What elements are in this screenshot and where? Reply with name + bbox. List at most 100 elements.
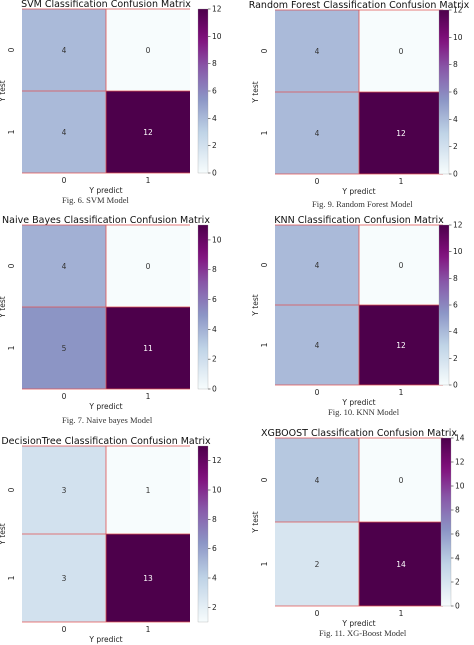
cell-value-label: 0 [399, 261, 404, 270]
cell-value-label: 3 [62, 486, 67, 495]
cell-value-label: 2 [315, 560, 320, 569]
cell-value-label: 4 [315, 47, 320, 56]
heatmap-svg: XGBOOST Classification Confusion Matrix 4… [251, 428, 465, 628]
y-tick-label: 0 [260, 477, 269, 482]
y-axis-label: Y test [251, 81, 260, 103]
caption-random-forest: Fig. 9. Random Forest Model [312, 199, 413, 209]
colorbar-tick-label: 8 [212, 515, 217, 524]
knn-confusion-matrix: KNN Classification Confusion Matrix 4 0 4 12… [247, 215, 474, 407]
heatmap-cell [22, 446, 106, 534]
heatmap-cell [22, 225, 106, 307]
colorbar-tick-label: 2 [212, 603, 217, 612]
heatmap-cell [106, 9, 190, 91]
x-tick-label: 1 [146, 392, 151, 401]
cell-value-label: 3 [62, 574, 67, 583]
chart-title: XGBOOST Classification Confusion Matrix [261, 428, 457, 439]
x-axis-label: Y predict [88, 635, 122, 644]
cell-value-label: 14 [396, 560, 406, 569]
cell-value-label: 0 [146, 262, 151, 271]
colorbar-tick-label: 0 [455, 602, 460, 611]
y-tick-label: 0 [7, 263, 16, 268]
x-axis-label: Y predict [88, 186, 122, 195]
colorbar-tick-label: 8 [212, 59, 217, 68]
caption-svm: Fig. 6. SVM Model [62, 195, 129, 205]
heatmap-cell [106, 225, 190, 307]
y-tick-label: 0 [7, 47, 16, 52]
x-tick-label: 1 [399, 388, 404, 397]
colorbar-tick-label: 2 [212, 141, 217, 150]
colorbar [197, 224, 209, 390]
colorbar-tick-label: 0 [212, 169, 217, 178]
heatmap-cell [22, 534, 106, 622]
chart-title: DecisionTree Classification Confusion Ma… [1, 436, 211, 447]
colorbar-tick-label: 6 [453, 88, 458, 97]
colorbar-tick-label: 14 [455, 434, 465, 443]
cell-value-label: 0 [399, 47, 404, 56]
colorbar-tick-label: 10 [453, 33, 463, 42]
colorbar-tick-label: 8 [212, 265, 217, 274]
cell-value-label: 11 [143, 344, 153, 353]
colorbar-tick-label: 6 [212, 87, 217, 96]
colorbar [197, 445, 209, 623]
y-axis-label: Y test [251, 294, 260, 316]
colorbar-tick-label: 4 [212, 574, 217, 583]
xgboost-confusion-matrix: XGBOOST Classification Confusion Matrix 4… [247, 428, 474, 628]
cell-value-label: 4 [315, 341, 320, 350]
colorbar-tick-label: 12 [212, 456, 222, 465]
cell-value-label: 12 [396, 341, 406, 350]
colorbar-tick-label: 0 [453, 170, 458, 179]
x-tick-label: 1 [399, 177, 404, 186]
colorbar-tick-label: 4 [453, 115, 458, 124]
colorbar-tick-label: 2 [455, 578, 460, 587]
x-tick-label: 0 [315, 177, 320, 186]
colorbar-tick-label: 0 [453, 381, 458, 390]
heatmap-svg: Random Forest Classification Confusion M… [249, 0, 470, 196]
colorbar-tick-label: 10 [455, 482, 465, 491]
caption-knn: Fig. 10. KNN Model [328, 407, 400, 417]
cell-value-label: 4 [315, 261, 320, 270]
colorbar-tick-label: 12 [455, 458, 465, 467]
chart-title: SVM Classification Confusion Matrix [21, 0, 191, 10]
colorbar-tick-label: 8 [455, 506, 460, 515]
heatmap-cell [22, 9, 106, 91]
colorbar-tick-label: 8 [453, 274, 458, 283]
y-tick-label: 1 [260, 130, 269, 135]
colorbar-tick-label: 4 [212, 325, 217, 334]
heatmap-cell [359, 522, 443, 606]
colorbar-tick-label: 4 [212, 114, 217, 123]
x-tick-label: 0 [315, 388, 320, 397]
heatmap-cell [275, 92, 359, 174]
colorbar-tick-label: 12 [453, 6, 463, 15]
random-forest-confusion-matrix: Random Forest Classification Confusion M… [247, 0, 474, 196]
x-tick-label: 1 [399, 609, 404, 618]
cell-value-label: 4 [62, 262, 67, 271]
y-tick-label: 1 [260, 342, 269, 347]
y-tick-label: 0 [260, 48, 269, 53]
colorbar [440, 437, 452, 607]
colorbar-tick-label: 10 [212, 32, 222, 41]
heatmap-cell [106, 91, 190, 173]
heatmap-svg: Naive Bayes Classification Confusion Mat… [0, 215, 222, 411]
x-axis-label: Y predict [341, 187, 375, 196]
heatmap-cell [359, 10, 443, 92]
colorbar-tick-label: 6 [212, 544, 217, 553]
x-axis-label: Y predict [341, 398, 375, 407]
cell-value-label: 12 [396, 129, 406, 138]
colorbar-tick-label: 10 [453, 247, 463, 256]
y-tick-label: 1 [7, 575, 16, 580]
heatmap-cell [359, 92, 443, 174]
colorbar-tick-label: 6 [212, 295, 217, 304]
cell-value-label: 4 [62, 128, 67, 137]
colorbar-tick-label: 2 [212, 355, 217, 364]
heatmap-cell [275, 522, 359, 606]
x-tick-label: 0 [62, 392, 67, 401]
x-tick-label: 0 [315, 609, 320, 618]
colorbar-tick-label: 2 [453, 142, 458, 151]
colorbar-tick-label: 12 [453, 221, 463, 230]
colorbar-tick-label: 0 [212, 385, 217, 394]
heatmap-cell [106, 307, 190, 389]
colorbar-tick-label: 6 [453, 301, 458, 310]
caption-xgboost: Fig. 11. XG-Boost Model [319, 628, 407, 638]
